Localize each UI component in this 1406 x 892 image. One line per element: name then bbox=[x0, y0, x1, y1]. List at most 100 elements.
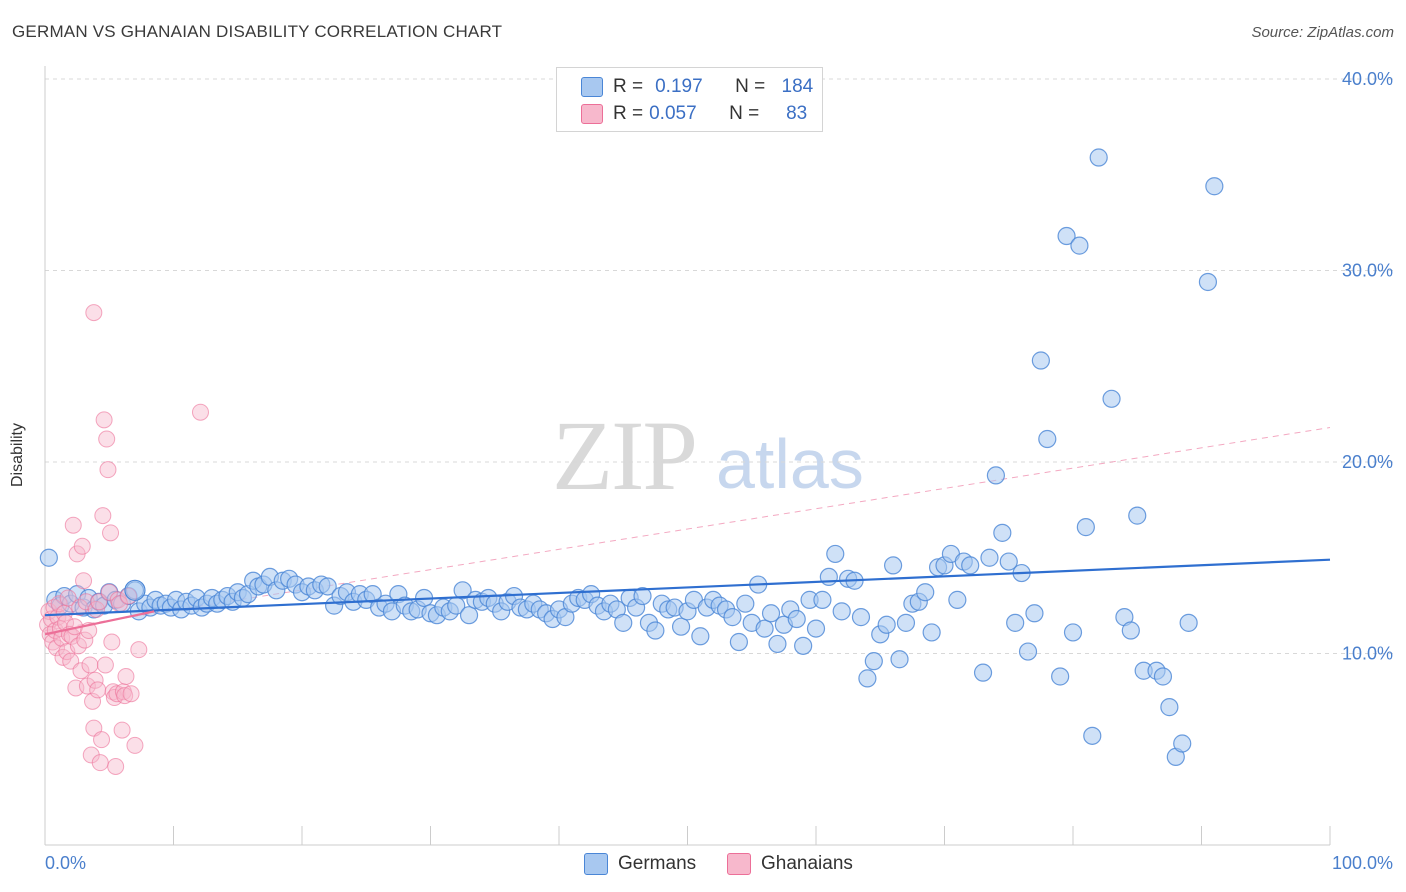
source-label: Source: ZipAtlas.com bbox=[1251, 24, 1394, 41]
german-point bbox=[999, 552, 1018, 571]
chart-title: GERMAN VS GHANAIAN DISABILITY CORRELATIO… bbox=[12, 22, 503, 41]
german-point bbox=[826, 544, 845, 564]
watermark-atlas: atlas bbox=[716, 425, 864, 503]
german-point bbox=[993, 523, 1012, 542]
y-tick-label: 10.0% bbox=[1342, 644, 1393, 664]
german-point bbox=[1025, 604, 1044, 623]
legend-swatch-germans bbox=[581, 77, 603, 97]
bottom-legend-swatch-ghanaians bbox=[727, 853, 751, 875]
german-point bbox=[890, 650, 909, 669]
ghanaian-point bbox=[117, 667, 135, 685]
german-point bbox=[1179, 613, 1198, 632]
legend-r-label: R = bbox=[613, 103, 644, 124]
german-point bbox=[646, 621, 665, 640]
german-point bbox=[1038, 429, 1057, 449]
german-point bbox=[1089, 148, 1108, 167]
ghanaian-point bbox=[103, 633, 121, 651]
german-point bbox=[1128, 506, 1147, 525]
x-tick-label: 0.0% bbox=[45, 853, 86, 873]
legend-swatch-ghanaians bbox=[581, 104, 603, 124]
german-point bbox=[318, 577, 337, 596]
legend-r-value: 0.057 bbox=[649, 103, 697, 124]
ghanaian-point bbox=[126, 736, 144, 754]
ghanaian-point bbox=[50, 595, 68, 613]
german-point bbox=[124, 579, 146, 601]
german-point bbox=[1102, 389, 1121, 408]
german-point bbox=[973, 663, 993, 682]
ghanaian-point bbox=[95, 411, 113, 429]
ghanaian-point bbox=[93, 731, 111, 749]
bottom-legend-ghanaians: Ghanaians bbox=[727, 852, 853, 876]
ghanaian-point bbox=[48, 639, 66, 657]
german-point bbox=[453, 581, 472, 600]
ghanaian-point bbox=[85, 304, 103, 322]
german-point bbox=[736, 594, 755, 613]
german-point bbox=[832, 602, 851, 621]
german-point bbox=[883, 556, 903, 575]
legend-row-germans: R = 0.197 N = 184 bbox=[581, 75, 813, 99]
ghanaian-point bbox=[75, 572, 93, 590]
ghanaian-point bbox=[64, 516, 82, 534]
ghanaian-point bbox=[76, 631, 94, 649]
german-point bbox=[459, 606, 479, 625]
german-point bbox=[851, 608, 871, 627]
ghanaian-point bbox=[59, 589, 77, 607]
legend-n-value: 184 bbox=[781, 76, 814, 97]
ghanaian-point bbox=[113, 721, 131, 739]
german-point bbox=[1083, 726, 1102, 745]
legend-r-value: 0.197 bbox=[655, 76, 703, 97]
german-point bbox=[922, 623, 941, 642]
german-point bbox=[1160, 698, 1179, 717]
ghanaian-point bbox=[71, 599, 89, 617]
germans-trend-line bbox=[44, 558, 1331, 617]
german-point bbox=[1031, 351, 1050, 370]
german-point bbox=[858, 669, 877, 688]
german-point bbox=[1051, 667, 1070, 686]
german-point bbox=[1121, 621, 1140, 640]
german-point bbox=[755, 619, 774, 638]
ghanaian-point bbox=[99, 461, 117, 479]
y-tick-label: 40.0% bbox=[1342, 69, 1393, 89]
german-point bbox=[864, 652, 883, 671]
ghanaian-point bbox=[102, 524, 120, 542]
german-point bbox=[125, 581, 145, 600]
german-point bbox=[1198, 272, 1218, 292]
ghanaian-point bbox=[116, 687, 134, 705]
german-point bbox=[1070, 236, 1089, 255]
german-point bbox=[948, 590, 967, 609]
german-point bbox=[986, 466, 1006, 485]
german-point bbox=[1076, 518, 1095, 537]
correlation-legend: R = 0.197 N = 184 R = 0.057 N = 83 bbox=[556, 67, 823, 132]
ghanaian-point bbox=[191, 403, 209, 421]
y-tick-label: 30.0% bbox=[1342, 261, 1393, 281]
german-point bbox=[691, 627, 710, 646]
german-point bbox=[1006, 613, 1025, 632]
legend-n-value: 83 bbox=[786, 103, 808, 124]
german-point bbox=[961, 556, 980, 575]
bottom-legend-label-germans: Germans bbox=[618, 853, 697, 874]
legend-row-ghanaians: R = 0.057 N = 83 bbox=[581, 102, 807, 126]
german-point bbox=[896, 613, 916, 632]
german-point bbox=[761, 604, 781, 623]
bottom-legend-germans: Germans bbox=[584, 852, 696, 876]
german-point bbox=[1205, 177, 1224, 196]
ghanaian-point bbox=[72, 662, 90, 680]
german-point bbox=[819, 567, 838, 587]
bottom-legend-label-ghanaians: Ghanaians bbox=[761, 853, 853, 874]
ghanaian-point bbox=[130, 641, 148, 659]
ghanaian-point bbox=[89, 681, 107, 699]
german-point bbox=[1018, 642, 1038, 661]
ghanaian-point bbox=[69, 637, 87, 655]
german-point bbox=[39, 548, 58, 567]
y-tick-label: 20.0% bbox=[1342, 452, 1393, 472]
ghanaian-point bbox=[73, 537, 91, 555]
ghanaian-point bbox=[122, 685, 140, 703]
legend-r-label: R = bbox=[613, 76, 644, 97]
watermark-zip: ZIP bbox=[552, 400, 698, 511]
german-point bbox=[768, 634, 787, 654]
ghanaian-point bbox=[81, 656, 99, 674]
german-point bbox=[794, 636, 813, 655]
german-point bbox=[877, 615, 896, 634]
ghanaian-point bbox=[91, 754, 109, 772]
